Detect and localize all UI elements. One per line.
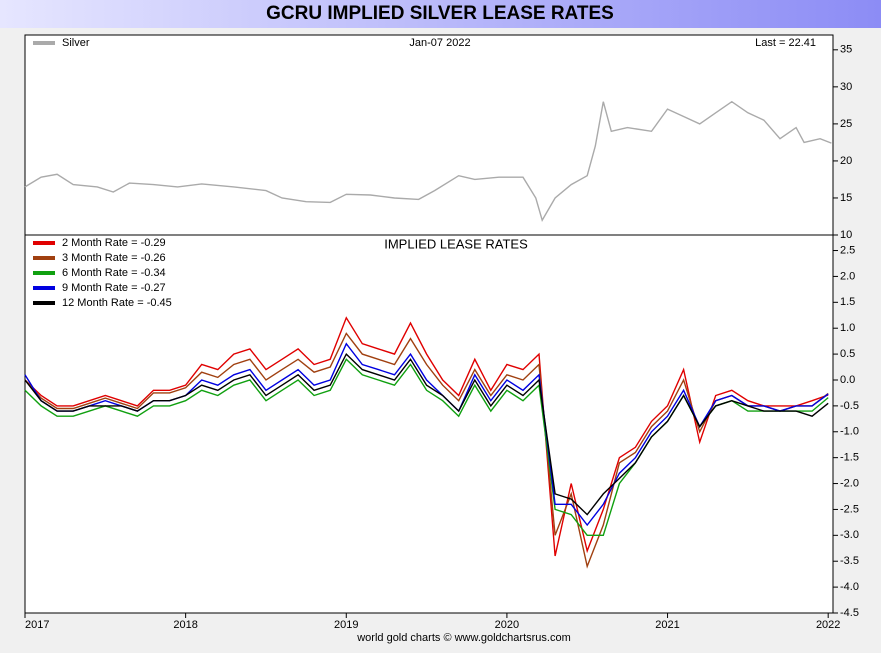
panel-title: IMPLIED LEASE RATES [384, 236, 528, 251]
x-tick-label: 2022 [816, 619, 840, 631]
y-tick-label: -0.5 [840, 400, 859, 412]
y-tick-label: -1.5 [840, 452, 859, 464]
legend-label: 9 Month Rate = -0.27 [62, 282, 166, 294]
legend-label: 2 Month Rate = -0.29 [62, 237, 166, 249]
y-tick-label: -3.0 [840, 529, 859, 541]
y-tick-label: 1.5 [840, 296, 855, 308]
series-line [24, 316, 829, 557]
y-tick-label: 0.5 [840, 348, 855, 360]
legend-label: 6 Month Rate = -0.34 [62, 267, 166, 279]
x-tick-label: 2017 [25, 619, 49, 631]
y-tick-label: 20 [840, 155, 852, 167]
y-tick-label: -2.0 [840, 477, 859, 489]
x-tick-label: 2021 [655, 619, 679, 631]
y-tick-label: -1.0 [840, 426, 859, 438]
legend-label: 3 Month Rate = -0.26 [62, 252, 166, 264]
y-tick-label: 2.5 [840, 244, 855, 256]
source: world gold charts © www.goldchartsrus.co… [356, 632, 571, 644]
y-tick-label: 15 [840, 192, 852, 204]
y-tick-label: 35 [840, 44, 852, 56]
y-tick-label: -4.5 [840, 607, 859, 619]
series-line [24, 352, 829, 516]
y-tick-label: -4.0 [840, 581, 859, 593]
x-tick-label: 2020 [495, 619, 519, 631]
legend-label: 12 Month Rate = -0.45 [62, 297, 172, 309]
y-tick-label: 30 [840, 81, 852, 93]
y-tick-label: 1.0 [840, 322, 855, 334]
series-line [24, 100, 832, 222]
legend-label: Silver [62, 37, 90, 49]
y-tick-label: 2.0 [840, 270, 855, 282]
x-tick-label: 2019 [334, 619, 358, 631]
chart-title: GCRU IMPLIED SILVER LEASE RATES [266, 3, 614, 24]
plot-frame [24, 34, 834, 614]
y-tick-label: 0.0 [840, 374, 855, 386]
last-label: Last = 22.41 [755, 37, 816, 49]
y-tick-label: 10 [840, 229, 852, 241]
y-tick-label: -2.5 [840, 503, 859, 515]
y-tick-label: -3.5 [840, 555, 859, 567]
title-bar [0, 0, 881, 28]
x-tick-label: 2018 [173, 619, 197, 631]
date-label: Jan-07 2022 [409, 37, 470, 49]
y-tick-label: 25 [840, 118, 852, 130]
